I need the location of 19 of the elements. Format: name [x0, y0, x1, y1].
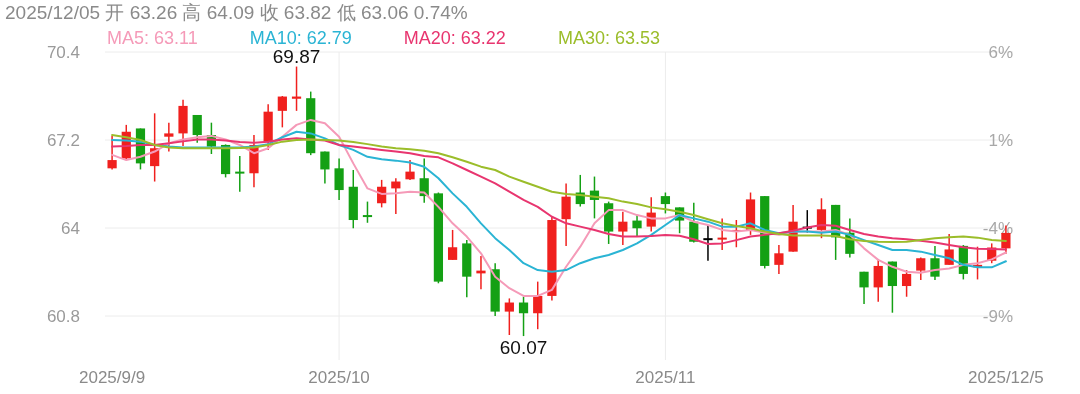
y-tick-label: 70.4	[46, 42, 80, 62]
y2-tick-label: 6%	[988, 42, 1013, 62]
x-tick-label: 2025/11	[635, 368, 696, 387]
x-tick-label: 2025/10	[308, 368, 370, 387]
y-tick-label: 60.8	[46, 306, 80, 326]
text: MA20: 63.22	[403, 28, 506, 48]
y-tick-label: 64	[61, 218, 80, 238]
text: MA10: 62.79	[249, 28, 352, 48]
x-tick-label: 2025/12/5	[968, 368, 1044, 387]
y-tick-label: 67.2	[46, 130, 80, 150]
text: MA5: 63.11	[107, 28, 198, 48]
text: MA30: 63.53	[557, 28, 660, 48]
annotation: 60.07	[499, 337, 548, 359]
x-tick-label: 2025/9/9	[79, 368, 146, 387]
y2-tick-label: -9%	[982, 306, 1013, 326]
annotation: 69.87	[272, 45, 321, 67]
y2-tick-label: -4%	[982, 218, 1013, 238]
y2-tick-label: 1%	[988, 130, 1013, 150]
chart-title: 2025/12/05 开 63.26 高 64.09 收 63.82 低 63.06 0.74%	[5, 2, 468, 23]
